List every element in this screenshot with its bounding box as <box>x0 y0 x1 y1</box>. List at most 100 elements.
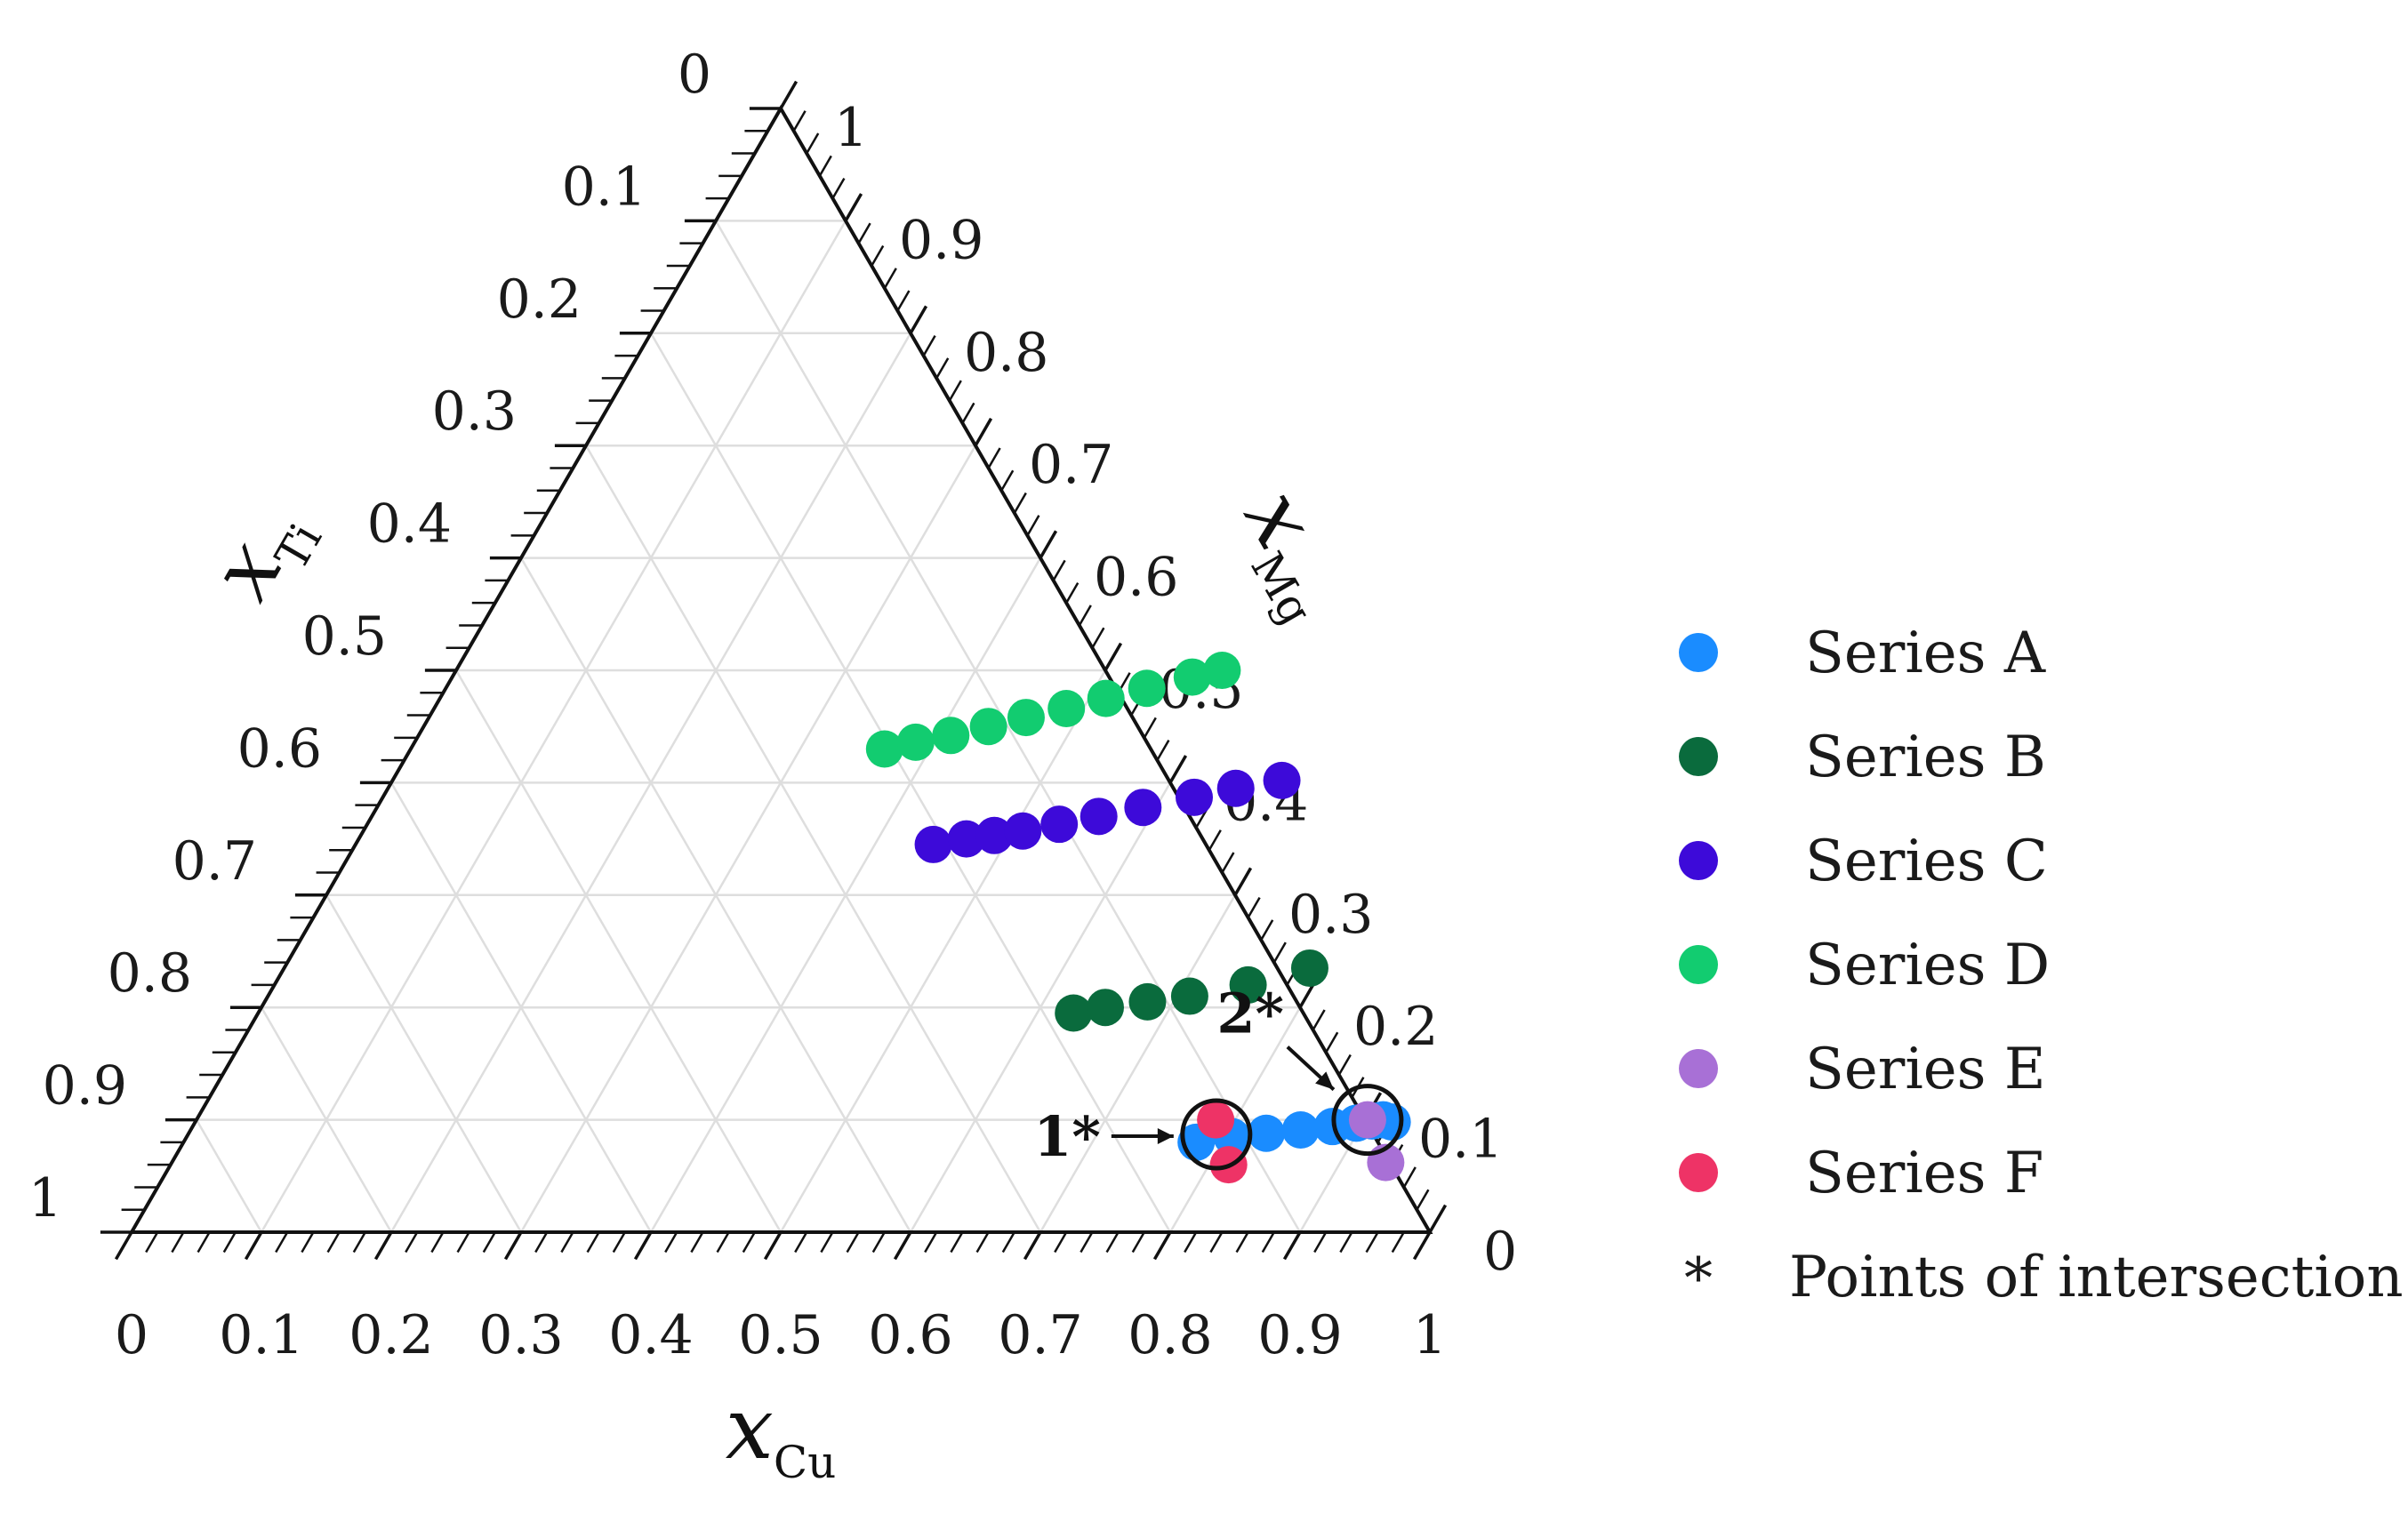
tick-cu <box>1152 1231 1172 1261</box>
tick-mg <box>1416 1189 1430 1211</box>
data-point <box>1216 769 1255 807</box>
axis-title-cu-subscript: Cu <box>774 1437 836 1488</box>
tick-cu <box>924 1231 938 1254</box>
tick-label-cu: 0.4 <box>608 1304 693 1366</box>
tick-cu <box>1313 1231 1328 1254</box>
tick-mg <box>1337 1053 1352 1076</box>
tick-marks <box>100 80 1448 1261</box>
tick-cu <box>716 1231 730 1254</box>
tick-label-ti: 0 <box>678 44 711 106</box>
axis-title-ti: xTi <box>191 486 332 621</box>
legend-label: Series A <box>1805 621 2046 686</box>
tick-cu <box>1391 1231 1405 1254</box>
tick-mg <box>987 447 1001 469</box>
tick-label-mg: 0.2 <box>1353 996 1438 1058</box>
axis-title-cu: xCu <box>726 1379 837 1488</box>
tick-cu <box>482 1231 496 1254</box>
tick-label-mg: 0.8 <box>964 322 1048 384</box>
annotation-arrowhead <box>1157 1128 1174 1145</box>
tick-cu <box>1282 1231 1302 1261</box>
data-point <box>1047 689 1086 727</box>
tick-mg <box>1260 919 1274 941</box>
legend: Series A Series B Series C Series D Series E… <box>1679 621 2404 1312</box>
tick-mg <box>1325 1031 1339 1053</box>
data-point <box>1197 1101 1235 1139</box>
tick-cu <box>1184 1231 1198 1254</box>
tick-label-cu: 0.6 <box>868 1304 952 1366</box>
data-point <box>865 730 903 768</box>
data-point <box>914 825 952 863</box>
tick-label-ti: 1 <box>28 1167 62 1230</box>
legend-marker <box>1679 633 1718 672</box>
grid-line-cu <box>519 445 977 1233</box>
tick-cu <box>352 1231 366 1254</box>
tick-label-ti: 0.4 <box>367 493 452 556</box>
tick-label-cu: 0.2 <box>349 1304 433 1366</box>
tick-mg <box>883 268 897 289</box>
tick-cu <box>612 1231 626 1254</box>
tick-mg <box>1402 1166 1417 1189</box>
tick-cu <box>1023 1231 1042 1261</box>
tick-cu <box>1339 1231 1353 1254</box>
tick-label-mg: 0 <box>1483 1221 1517 1283</box>
grid-line-cu <box>909 781 1172 1233</box>
data-point <box>1263 761 1301 799</box>
intersection-highlight <box>1331 1084 1404 1157</box>
tick-cu <box>871 1231 886 1254</box>
legend-marker <box>1679 945 1718 984</box>
tick-cu <box>820 1231 834 1254</box>
tick-cu <box>222 1231 237 1254</box>
data-point <box>1248 1114 1286 1152</box>
tick-mg <box>1272 941 1287 964</box>
data-point <box>1170 977 1208 1015</box>
tick-mg <box>1052 559 1066 581</box>
tick-mg <box>818 155 832 177</box>
tick-cu <box>1261 1231 1275 1254</box>
tick-mg <box>1143 717 1157 739</box>
tick-cu <box>373 1231 393 1261</box>
data-point <box>1229 965 1267 1004</box>
annotation-label: 2* <box>1216 981 1284 1046</box>
tick-mg <box>1428 1204 1448 1233</box>
tick-mg <box>1208 829 1222 851</box>
tick-cu <box>197 1231 211 1254</box>
tick-label-mg: 0.7 <box>1029 434 1113 496</box>
tick-mg <box>779 80 799 109</box>
grid-line-cu <box>260 220 847 1233</box>
axis-title-mg: xMg <box>1216 473 1372 633</box>
tick-cu <box>586 1231 600 1254</box>
tick-mg <box>1233 867 1253 896</box>
grid-line-ti <box>714 220 1302 1233</box>
grid-line-ti <box>195 1118 263 1233</box>
tick-label-ti: 0.7 <box>173 830 257 893</box>
tick-cu <box>560 1231 574 1254</box>
tick-cu <box>405 1231 419 1254</box>
legend-label: Series D <box>1805 933 2050 998</box>
tick-label-cu: 0 <box>115 1304 148 1366</box>
tick-cu <box>763 1231 783 1261</box>
tick-label-ti: 0.1 <box>562 156 646 218</box>
tick-label-mg: 0.9 <box>899 209 983 271</box>
tick-label-mg: 0.3 <box>1288 884 1373 946</box>
tick-cu <box>893 1231 912 1261</box>
tick-mg <box>857 222 871 244</box>
tick-mg <box>935 357 950 379</box>
grid-line-ti <box>260 1006 393 1233</box>
grid-line-cu <box>779 669 1107 1233</box>
tick-label-ti: 0.2 <box>497 268 582 331</box>
tick-mg <box>1065 582 1080 604</box>
data-point <box>1348 1101 1386 1139</box>
tick-label-cu: 0.1 <box>219 1304 303 1366</box>
tick-cu <box>301 1231 315 1254</box>
tick-label-ti: 0.3 <box>432 380 517 443</box>
data-point <box>1128 669 1166 708</box>
tick-cu <box>1365 1231 1379 1254</box>
tick-mg <box>1000 469 1015 492</box>
tick-cu <box>456 1231 470 1254</box>
tick-cu <box>503 1231 523 1261</box>
data-point <box>1055 994 1093 1032</box>
tick-mg <box>1104 642 1123 671</box>
data-point <box>1176 778 1214 816</box>
